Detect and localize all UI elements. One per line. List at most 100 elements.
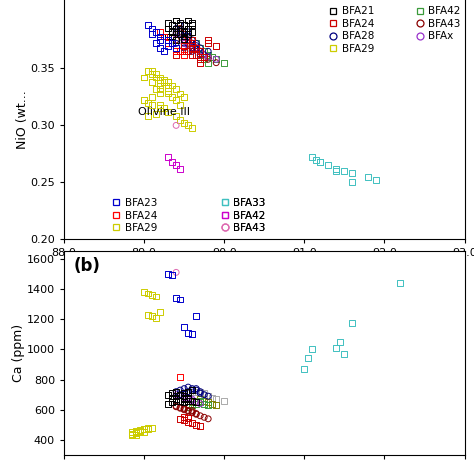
Point	[201, 400, 208, 408]
Point	[220, 397, 228, 404]
Point	[196, 51, 204, 58]
Point	[188, 42, 196, 49]
Point	[176, 404, 184, 412]
Point	[164, 400, 172, 408]
Point	[188, 21, 196, 29]
Point	[301, 365, 308, 373]
Point	[220, 59, 228, 66]
Point	[173, 388, 180, 395]
Point	[188, 28, 196, 36]
Point	[180, 35, 188, 43]
Point	[180, 30, 188, 38]
Point	[176, 296, 184, 303]
Point	[325, 162, 332, 169]
Point	[140, 426, 148, 433]
Point	[188, 407, 196, 414]
Point	[204, 51, 212, 58]
Point	[188, 39, 196, 47]
Point	[164, 42, 172, 49]
Point	[192, 44, 200, 52]
Point	[180, 33, 188, 40]
Point	[173, 294, 180, 302]
Point	[192, 400, 200, 408]
Point	[192, 399, 200, 406]
Point	[176, 47, 184, 55]
Point	[176, 25, 184, 32]
Point	[180, 405, 188, 413]
Point	[196, 44, 204, 52]
Point	[168, 33, 176, 40]
Point	[173, 47, 180, 55]
Point	[176, 101, 184, 109]
Point	[148, 78, 156, 86]
Point	[180, 51, 188, 58]
Point	[156, 33, 164, 40]
Point	[152, 70, 160, 78]
Point	[196, 47, 204, 55]
Point	[164, 33, 172, 40]
Point	[173, 391, 180, 399]
Point	[168, 272, 176, 279]
Point	[144, 21, 152, 29]
Point	[140, 74, 148, 82]
Point	[173, 36, 180, 44]
Point	[188, 408, 196, 416]
Point	[140, 97, 148, 104]
Point	[164, 39, 172, 47]
Point	[176, 386, 184, 394]
Point	[173, 122, 180, 129]
Point	[204, 59, 212, 66]
Point	[184, 122, 192, 129]
Point	[164, 108, 172, 116]
Point	[184, 33, 192, 40]
Point	[156, 308, 164, 315]
Point	[173, 39, 180, 47]
Point	[196, 400, 204, 408]
Point	[204, 36, 212, 44]
Point	[156, 90, 164, 97]
Point	[192, 397, 200, 404]
Point	[188, 385, 196, 392]
Point	[128, 432, 136, 439]
Point	[148, 70, 156, 78]
Point	[212, 42, 220, 49]
Point	[164, 36, 172, 44]
Point	[176, 19, 184, 27]
Point	[168, 39, 176, 47]
Point	[180, 394, 188, 401]
Point	[180, 389, 188, 397]
Point	[160, 104, 168, 112]
Point	[188, 36, 196, 44]
Point	[180, 33, 188, 40]
Point	[180, 47, 188, 55]
Point	[184, 36, 192, 44]
Point	[156, 76, 164, 83]
Point	[173, 25, 180, 32]
Point	[184, 395, 192, 403]
Point	[144, 311, 152, 319]
Point	[333, 344, 340, 352]
Point	[168, 399, 176, 406]
Point	[164, 270, 172, 278]
Point	[173, 36, 180, 44]
Point	[180, 21, 188, 29]
Point	[173, 402, 180, 410]
Point	[173, 17, 180, 24]
Point	[180, 413, 188, 421]
Point	[184, 414, 192, 422]
Point	[201, 391, 208, 399]
Point	[340, 167, 348, 175]
Point	[132, 431, 140, 438]
Point	[156, 82, 164, 89]
Point	[180, 30, 188, 38]
Point	[192, 39, 200, 47]
Point	[160, 33, 168, 40]
Point	[184, 39, 192, 47]
Point	[164, 154, 172, 161]
Point	[201, 391, 208, 399]
Point	[212, 59, 220, 66]
Point	[184, 395, 192, 403]
Point	[196, 47, 204, 55]
Point	[192, 399, 200, 406]
Point	[156, 44, 164, 52]
